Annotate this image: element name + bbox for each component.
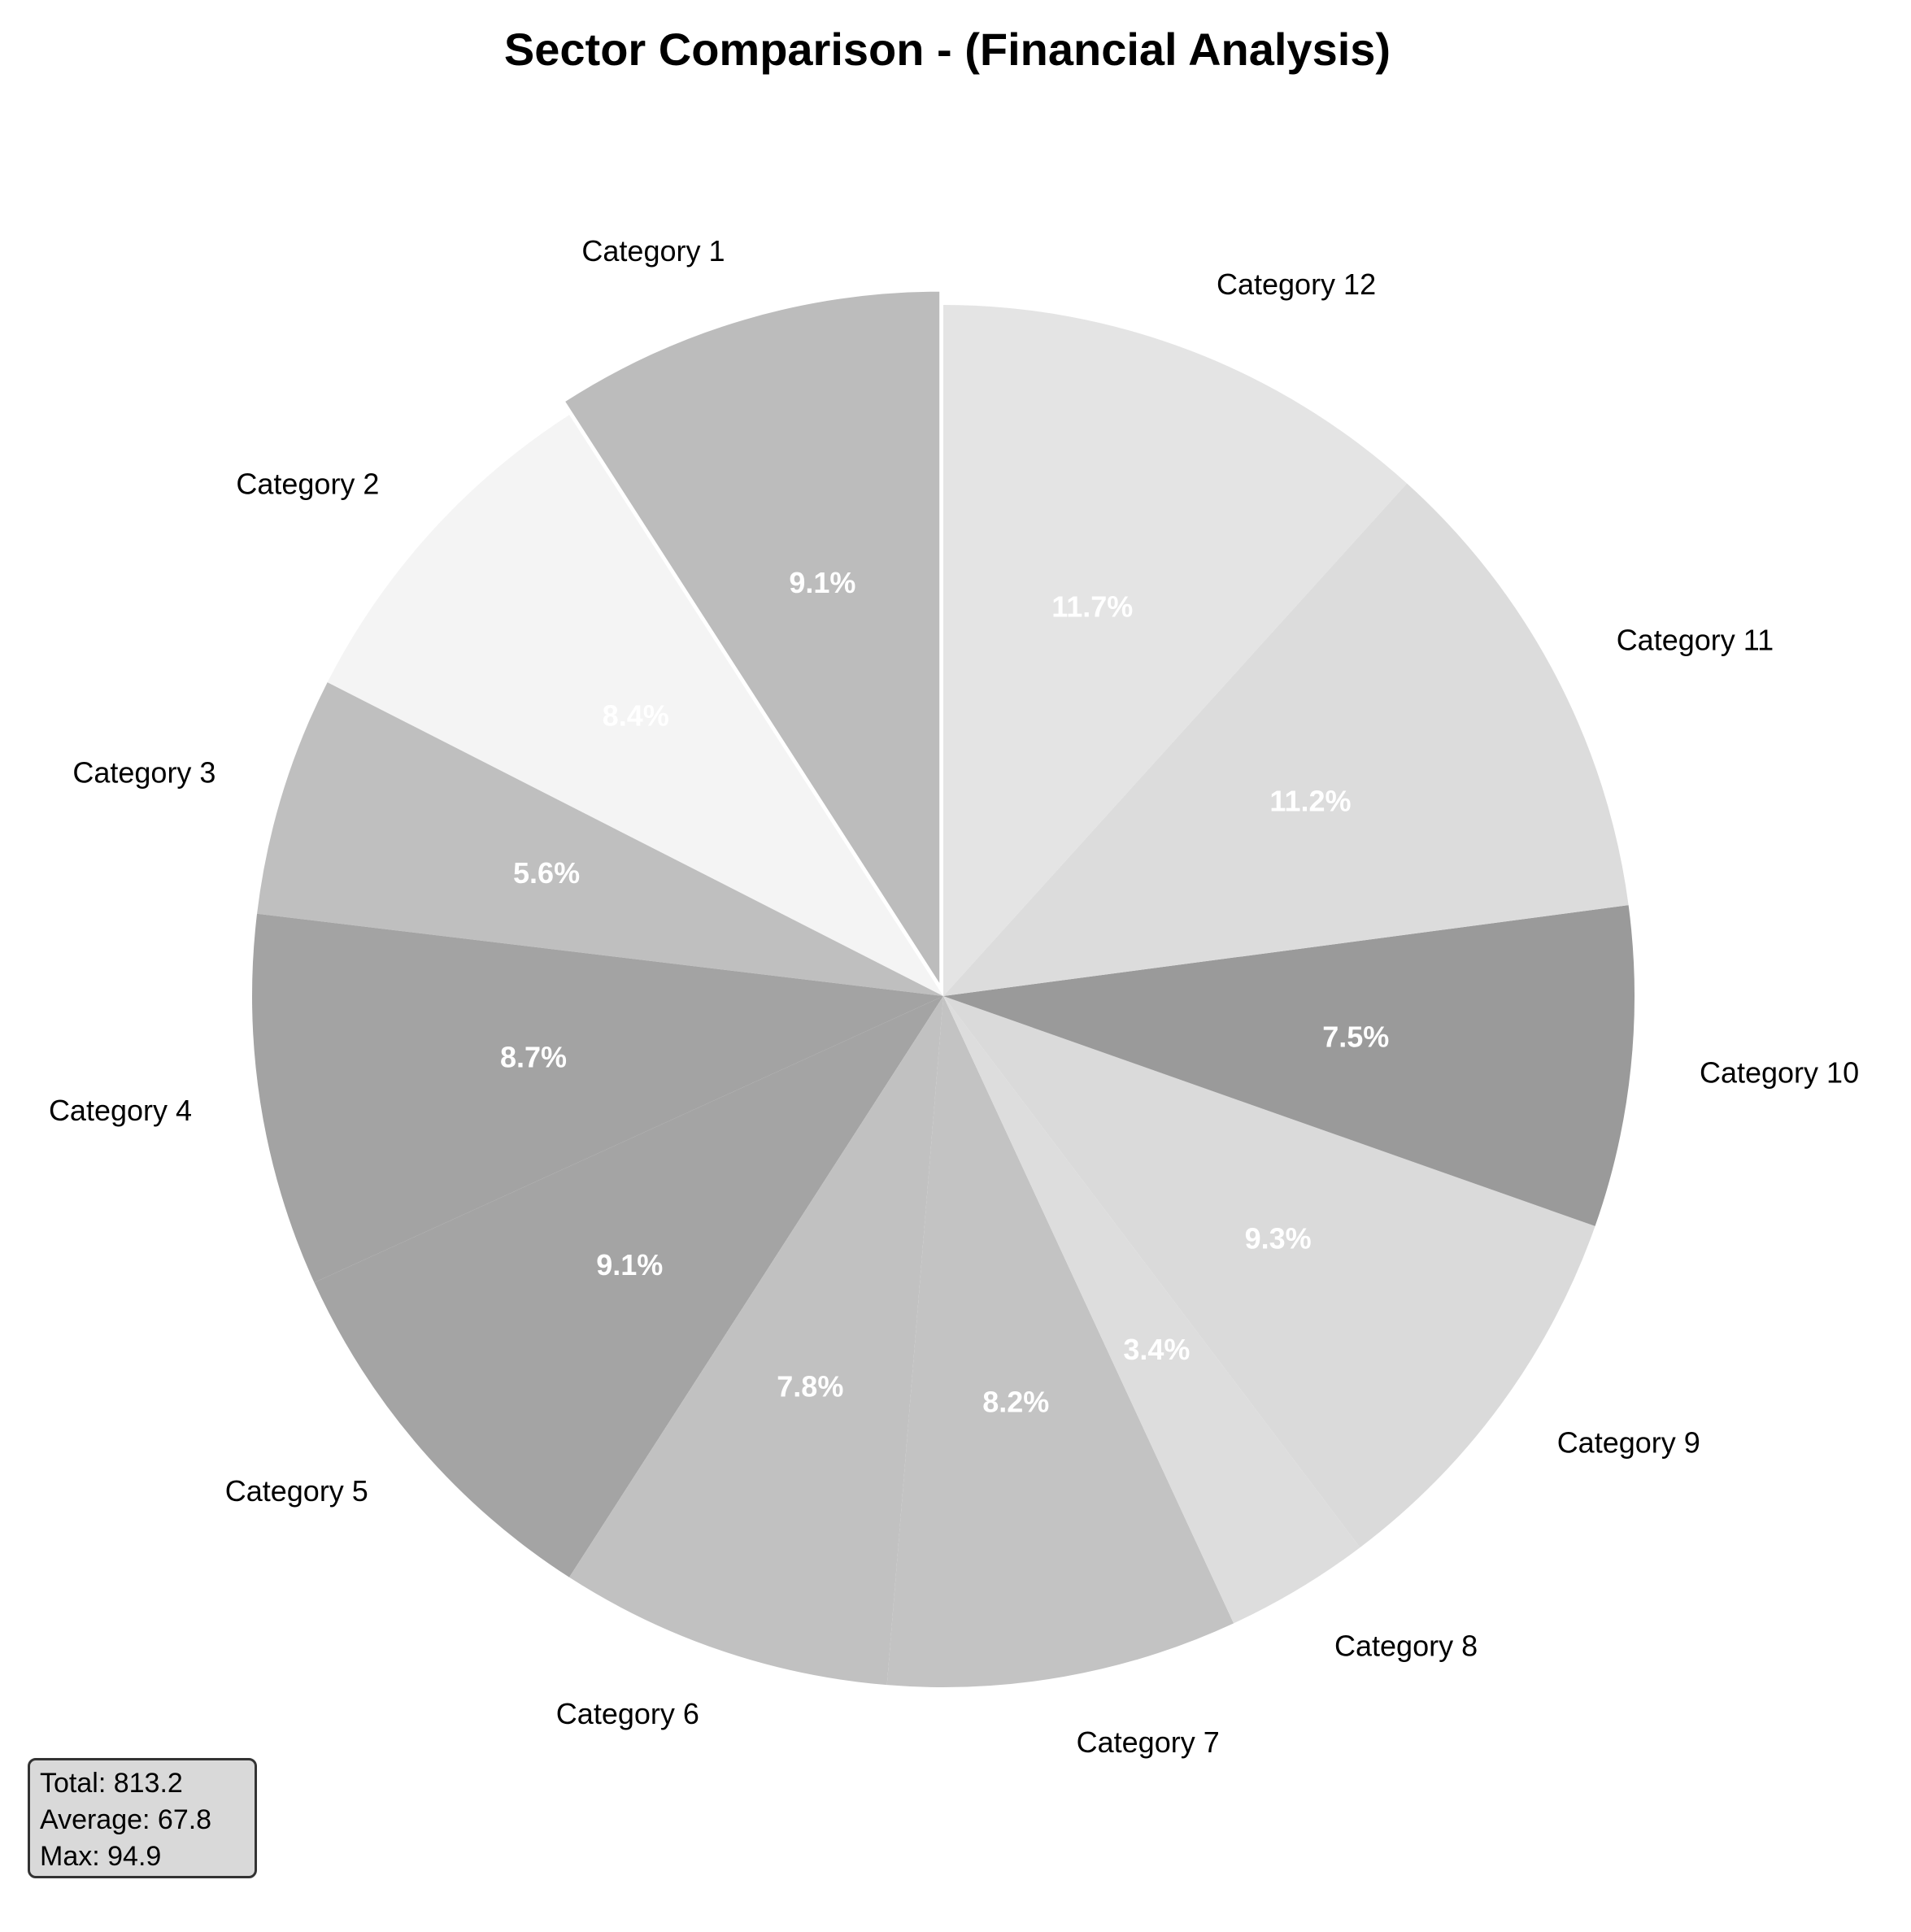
pie-slice-9: [943, 996, 1595, 1548]
pie-slice-1: [565, 291, 940, 983]
percent-label-8: 3.4%: [1123, 1333, 1190, 1366]
pie-slice-5: [314, 996, 943, 1577]
chart-title: Sector Comparison - (Financial Analysis): [504, 24, 1391, 75]
pie-slice-4: [252, 913, 943, 1283]
percent-label-3: 5.6%: [513, 856, 580, 890]
pie-slice-2: [327, 415, 944, 996]
pie-slice-10: [943, 905, 1635, 1226]
pie-slice-8: [943, 996, 1360, 1624]
pie-slice-11: [943, 483, 1629, 996]
stats-box: Total: 813.2 Average: 67.8 Max: 94.9: [28, 1758, 257, 1878]
category-label-1: Category 1: [581, 234, 725, 268]
category-label-2: Category 2: [236, 467, 379, 500]
pie-slice-12: [943, 305, 1408, 996]
percent-label-9: 9.3%: [1245, 1222, 1312, 1255]
category-label-3: Category 3: [72, 755, 215, 789]
percent-label-1: 9.1%: [789, 566, 855, 599]
pie-slices: [252, 291, 1635, 1687]
category-label-11: Category 11: [1617, 624, 1774, 657]
percent-label-6: 7.8%: [777, 1370, 843, 1403]
stats-average: Average: 67.8: [40, 1804, 212, 1835]
category-label-7: Category 7: [1077, 1725, 1220, 1759]
category-label-10: Category 10: [1700, 1055, 1859, 1089]
pie-slice-7: [886, 996, 1234, 1687]
category-label-12: Category 12: [1217, 268, 1376, 301]
percent-label-7: 8.2%: [982, 1386, 1049, 1419]
category-label-6: Category 6: [556, 1697, 699, 1730]
category-label-9: Category 9: [1557, 1425, 1700, 1459]
pie-slice-6: [569, 996, 943, 1686]
pie-slice-3: [257, 682, 943, 996]
percent-label-4: 8.7%: [500, 1041, 567, 1074]
category-labels: Category 1 Category 2 Category 3 Category 4…: [49, 234, 1859, 1759]
percent-label-12: 11.7%: [1051, 590, 1133, 624]
percent-label-11: 11.2%: [1269, 784, 1351, 817]
percent-label-5: 9.1%: [596, 1248, 663, 1281]
category-label-4: Category 4: [49, 1094, 192, 1127]
percent-label-2: 8.4%: [603, 698, 669, 732]
category-label-8: Category 8: [1334, 1629, 1478, 1662]
percent-labels: 9.1% 8.4% 5.6% 8.7% 9.1% 7.8% 8.2% 3.4% 9.3% 7.5%…: [500, 566, 1389, 1419]
stats-total: Total: 813.2: [40, 1768, 183, 1799]
percent-label-10: 7.5%: [1322, 1020, 1389, 1053]
stats-max: Max: 94.9: [40, 1841, 162, 1872]
category-label-5: Category 5: [225, 1474, 368, 1508]
